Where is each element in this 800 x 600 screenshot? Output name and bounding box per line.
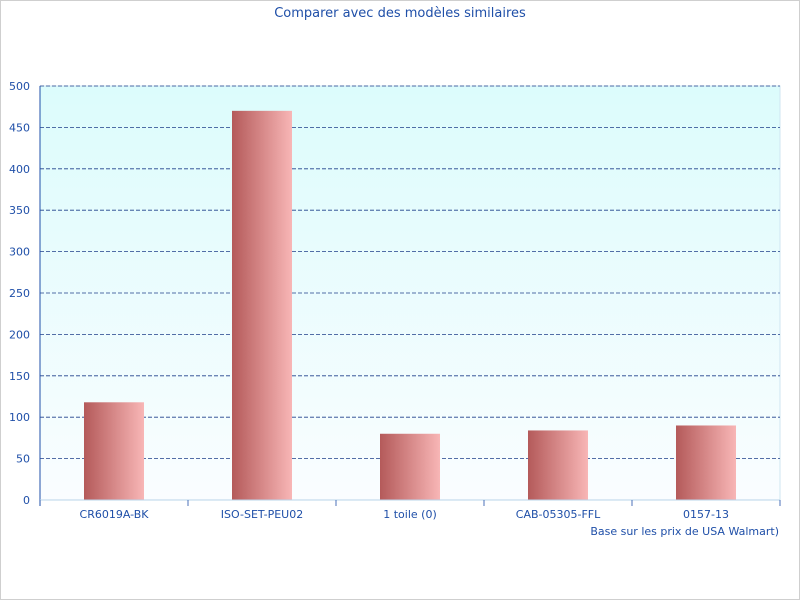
- bar: [528, 430, 588, 500]
- x-tick-label: CAB-05305-FFL: [516, 508, 601, 521]
- y-tick-label: 500: [9, 80, 30, 93]
- y-tick-label: 400: [9, 163, 30, 176]
- y-tick-label: 150: [9, 370, 30, 383]
- y-tick-label: 300: [9, 246, 30, 259]
- y-tick-label: 50: [16, 453, 30, 466]
- x-tick-label: 1 toile (0): [383, 508, 437, 521]
- x-tick-label: 0157-13: [683, 508, 729, 521]
- bar: [232, 110, 292, 500]
- y-tick-label: 350: [9, 204, 30, 217]
- x-axis: CR6019A-BK ISO-SET-PEU02 1 toile (0) CAB-05…: [39, 499, 781, 521]
- y-tick-label: 200: [9, 328, 30, 341]
- price-source-note: Base sur les prix de USA Walmart): [590, 525, 779, 538]
- bars: [84, 110, 736, 500]
- x-tick-label: CR6019A-BK: [80, 508, 150, 521]
- x-tick-label: ISO-SET-PEU02: [221, 508, 303, 521]
- y-tick-label: 100: [9, 411, 30, 424]
- y-tick-label: 450: [9, 121, 30, 134]
- y-tick-label: 250: [9, 287, 30, 300]
- y-tick-label: 0: [23, 494, 30, 507]
- bar: [676, 425, 736, 500]
- bar: [84, 402, 144, 500]
- y-axis: 0 50 100 150 200 250 300 350 400 450 500: [9, 80, 41, 507]
- gridlines: [40, 85, 780, 460]
- chart-title: Comparer avec des modèles similaires: [274, 6, 526, 21]
- bar: [380, 433, 440, 500]
